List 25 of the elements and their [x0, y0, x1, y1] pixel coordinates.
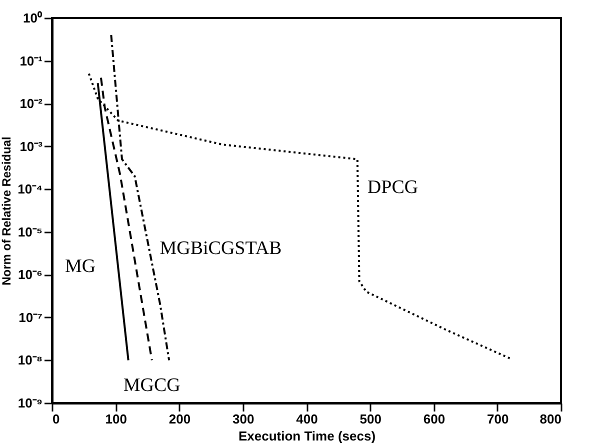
y-tick-label: 10⁻⁴ — [18, 182, 42, 197]
series-label: DPCG — [367, 177, 418, 198]
x-tick-label: 800 — [540, 412, 562, 426]
y-tick-label: 10⁻³ — [20, 138, 44, 154]
y-tick-label: 10⁰ — [23, 10, 42, 26]
y-tick-label: 10⁻⁹ — [18, 396, 42, 410]
y-tick-label: 10⁻⁷ — [18, 310, 42, 325]
x-tick-label: 600 — [423, 412, 446, 426]
y-tick-label: 10⁻⁶ — [18, 267, 43, 282]
series-label: MGBiCGSTAB — [160, 238, 282, 260]
series-label: MGCG — [123, 375, 181, 396]
y-tick-label: 10⁻⁵ — [18, 224, 42, 240]
x-tick-label: 300 — [232, 412, 254, 426]
x-axis-title: Execution Time (secs) — [238, 428, 376, 444]
x-tick-label: 200 — [168, 412, 191, 426]
y-axis-title: Norm of Relative Residual — [0, 136, 14, 286]
x-tick-label: 100 — [105, 412, 127, 426]
x-tick-label: 0 — [52, 412, 60, 426]
x-tick-label: 700 — [487, 412, 509, 426]
series-label: MG — [65, 256, 96, 278]
y-tick-label: 10⁻² — [20, 96, 44, 112]
y-tick-label: 10⁻⁸ — [18, 352, 42, 368]
x-tick-label: 500 — [360, 412, 382, 426]
y-tick-label: 10⁻¹ — [20, 53, 42, 68]
x-tick-label: 400 — [296, 412, 318, 426]
